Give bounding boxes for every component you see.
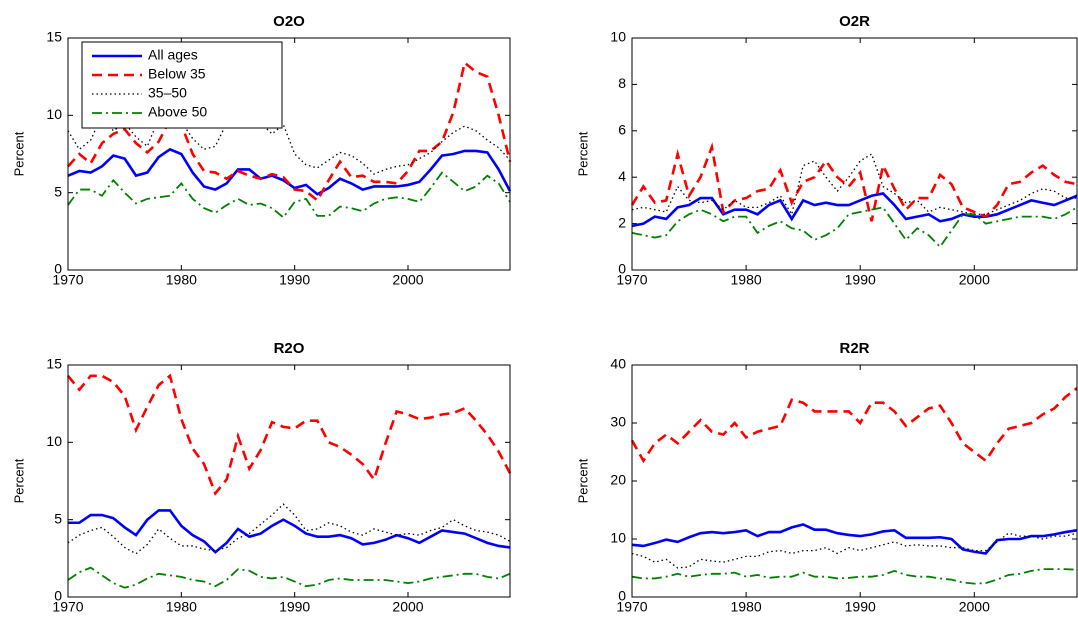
y-tick-label: 8	[618, 75, 626, 91]
x-tick-label: 1980	[166, 272, 197, 288]
y-axis-label: Percent	[575, 131, 590, 176]
series-line	[631, 206, 1078, 249]
y-tick-label: 10	[46, 106, 62, 122]
legend-label: Above 50	[148, 104, 207, 120]
y-tick-label: 0	[54, 588, 62, 604]
series-line	[630, 142, 1078, 222]
y-tick-label: 10	[46, 433, 62, 449]
legend: All ages Below 35 35–50 Above 50	[81, 41, 283, 129]
legend-label: Below 35	[148, 66, 206, 82]
y-tick-label: 5	[54, 183, 62, 199]
x-tick-label: 2000	[959, 599, 990, 615]
series-line	[630, 387, 1078, 464]
series-line	[68, 509, 511, 554]
x-tick-label: 1990	[279, 599, 310, 615]
y-axis-label: Percent	[11, 458, 26, 503]
chart-title: O2R	[839, 13, 870, 30]
subplot: R2O Percent 0 5 10 15 1970 1980 1990 2000	[11, 340, 512, 615]
x-tick-label: 1970	[52, 272, 83, 288]
x-tick-label: 2000	[392, 272, 423, 288]
y-axis-label: Percent	[575, 458, 590, 503]
x-tick-label: 1990	[845, 272, 876, 288]
x-tick-label: 2000	[392, 599, 423, 615]
series-line	[631, 532, 1078, 569]
y-tick-label: 0	[618, 261, 626, 277]
subplot: O2R Percent 0 2 4 6 8 10 1970 1980 1990 2000	[575, 13, 1078, 288]
series-line	[67, 171, 511, 219]
plot-frame	[67, 364, 511, 598]
y-tick-label: 0	[54, 261, 62, 277]
subplot: R2R Percent 0 10 20 30 40 1970 1980 1990 2000	[575, 340, 1078, 615]
series-line	[631, 153, 1077, 217]
series-line	[67, 147, 512, 196]
x-tick-label: 2000	[959, 272, 990, 288]
y-tick-label: 10	[610, 29, 626, 45]
chart-title: R2R	[839, 340, 869, 357]
x-tick-label: 1970	[616, 599, 647, 615]
y-tick-label: 15	[46, 356, 62, 372]
y-tick-label: 0	[618, 588, 626, 604]
x-tick-label: 1980	[166, 599, 197, 615]
series-line	[631, 192, 1078, 228]
x-tick-label: 1990	[845, 599, 876, 615]
series-line	[631, 568, 1078, 585]
y-tick-label: 40	[610, 356, 626, 372]
subplot: O2O Percent 0 5 10 15 1970 1980 1990 2000 All ages…	[11, 13, 512, 288]
x-tick-label: 1970	[616, 272, 647, 288]
y-tick-label: 10	[610, 530, 626, 546]
legend-label: 35–50	[148, 85, 187, 101]
series-line	[67, 503, 511, 555]
series-line	[67, 60, 512, 203]
x-tick-label: 1970	[52, 599, 83, 615]
y-tick-label: 2	[618, 214, 626, 230]
chart-title: R2O	[274, 340, 305, 357]
series-line	[67, 566, 511, 589]
series-line	[66, 373, 512, 496]
chart-title: O2O	[273, 13, 305, 30]
y-tick-label: 30	[610, 414, 626, 430]
series-line	[67, 106, 511, 175]
y-tick-label: 20	[610, 472, 626, 488]
plot-frame	[631, 364, 1078, 598]
plot-frame	[67, 37, 511, 271]
y-tick-label: 5	[54, 510, 62, 526]
x-tick-label: 1980	[731, 599, 762, 615]
plot-frame	[631, 37, 1078, 271]
series-line	[631, 523, 1078, 555]
y-tick-label: 15	[46, 29, 62, 45]
x-tick-label: 1980	[731, 272, 762, 288]
y-axis-label: Percent	[11, 131, 26, 176]
x-tick-label: 1990	[279, 272, 310, 288]
y-tick-label: 6	[618, 122, 626, 138]
legend-label: All ages	[148, 47, 198, 63]
y-tick-label: 4	[618, 168, 626, 184]
